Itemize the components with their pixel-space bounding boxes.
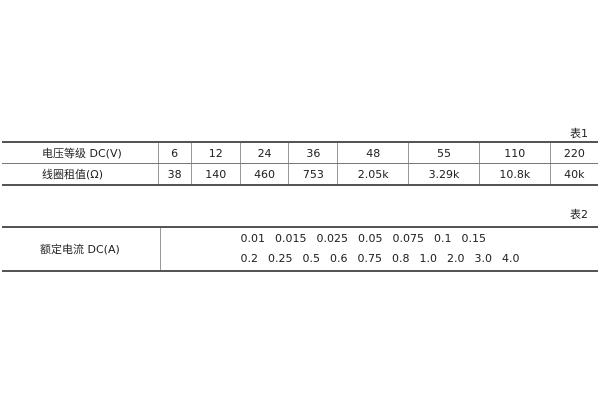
cell: 40k <box>549 163 598 185</box>
cell: 36 <box>288 142 338 164</box>
row-label: 线圈租值(Ω) <box>42 168 103 181</box>
table-row: 额定电流 DC(A) 0.01 0.015 0.025 0.05 0.075 0.1 0.1… <box>2 227 598 271</box>
current-value: 0.015 <box>275 232 307 245</box>
table1-caption: 表1 <box>570 127 588 140</box>
current-value: 0.25 <box>268 252 293 265</box>
current-value: 0.075 <box>392 232 425 245</box>
current-value: 3.0 <box>474 252 493 265</box>
current-value: 0.6 <box>330 252 348 265</box>
table-row: 电压等级 DC(V) 6 12 24 36 48 55 110 220 <box>2 142 598 164</box>
current-value: 0.8 <box>392 252 410 265</box>
cell: 140 <box>190 163 241 185</box>
cell: 110 <box>478 142 551 164</box>
cell: 10.8k <box>478 163 551 185</box>
cell: 753 <box>288 163 338 185</box>
cell: 220 <box>549 142 598 164</box>
current-value: 0.025 <box>316 232 349 245</box>
cell: 6 <box>157 142 192 164</box>
cell: 24 <box>239 142 289 164</box>
current-values: 0.01 0.015 0.025 0.05 0.075 0.1 0.15 0.2 0.25 0.… <box>160 227 598 271</box>
cell: 38 <box>157 163 192 185</box>
table-row: 线圈租值(Ω) 38 140 460 753 2.05k 3.29k 10.8k… <box>2 163 598 185</box>
cell: 12 <box>190 142 241 164</box>
current-value: 0.75 <box>357 252 383 265</box>
current-value: 0.05 <box>358 232 383 245</box>
current-value: 4.0 <box>502 252 520 265</box>
current-value: 0.5 <box>302 252 321 265</box>
cell: 3.29k <box>408 163 480 185</box>
row-label: 电压等级 DC(V) <box>2 142 158 164</box>
rated-current-table: 额定电流 DC(A) 0.01 0.015 0.025 0.05 0.075 0.1 0.1… <box>2 226 598 272</box>
row-label: 额定电流 DC(A) <box>2 227 161 271</box>
current-value: 0.01 <box>240 232 266 245</box>
cell: 460 <box>239 163 289 185</box>
current-value: 0.1 <box>434 232 452 245</box>
values-line-2: 0.2 0.25 0.5 0.6 0.75 0.8 1.0 2.0 3.0 4.0 <box>161 249 599 269</box>
current-value: 0.2 <box>240 252 259 265</box>
cell: 55 <box>408 142 480 164</box>
values-line-1: 0.01 0.015 0.025 0.05 0.075 0.1 0.15 <box>161 229 599 249</box>
current-value: 0.15 <box>461 232 487 245</box>
current-value: 1.0 <box>419 252 438 265</box>
cell: 2.05k <box>337 163 409 185</box>
table2-caption: 表2 <box>570 208 588 221</box>
current-value: 2.0 <box>447 252 465 265</box>
voltage-resistance-table: 电压等级 DC(V) 6 12 24 36 48 55 110 220 线圈租值… <box>2 141 598 186</box>
cell: 48 <box>337 142 409 164</box>
